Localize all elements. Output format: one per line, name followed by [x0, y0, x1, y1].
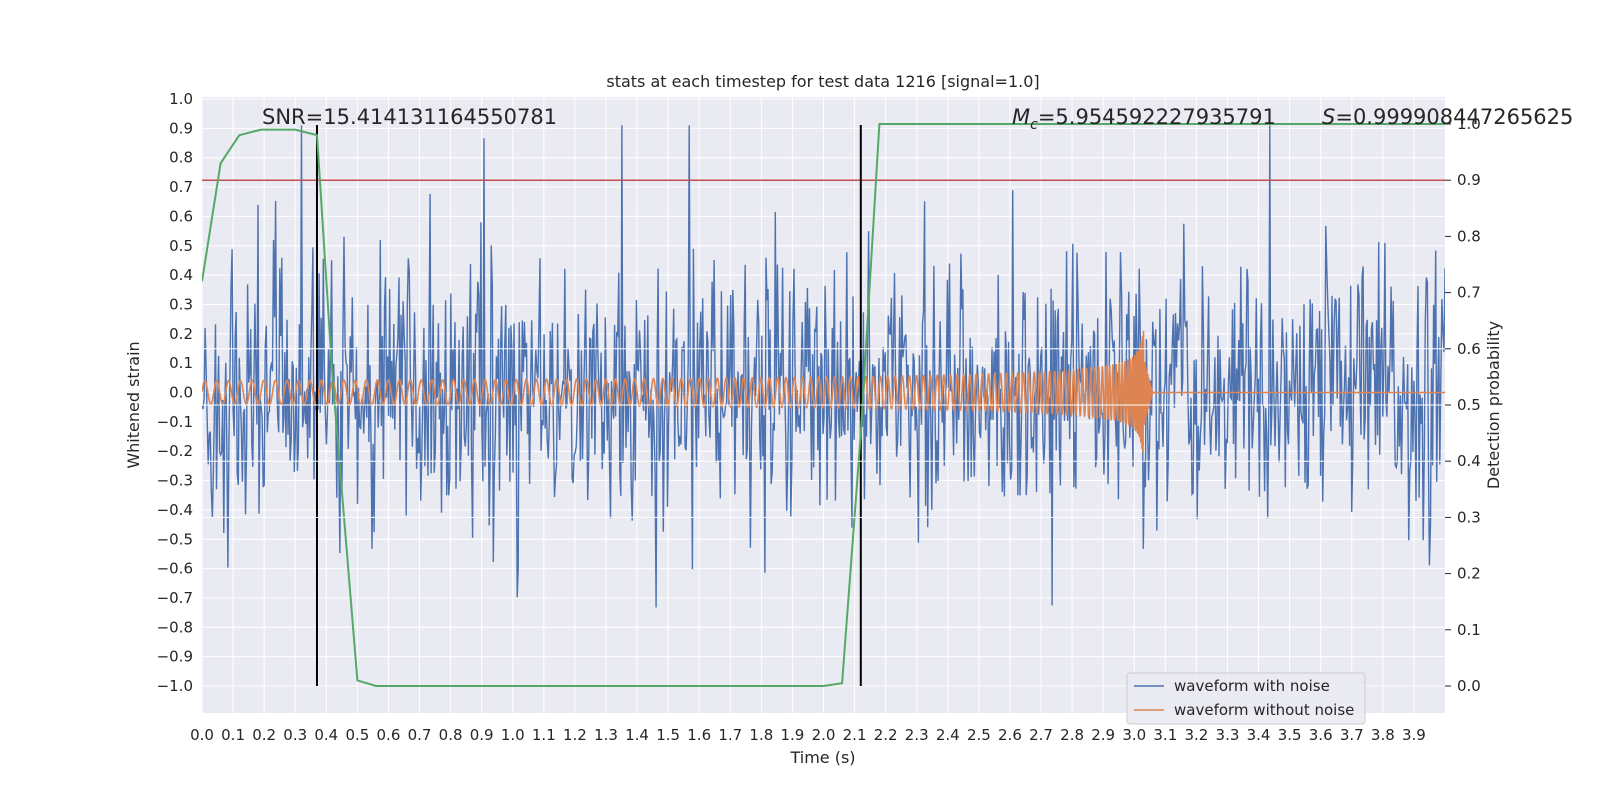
x-tick-label: 1.7: [718, 726, 742, 744]
y-tick-label: 0.7: [169, 178, 193, 196]
y-tick-label: −0.7: [157, 589, 193, 607]
x-tick-label: 0.4: [314, 726, 338, 744]
y2-tick-label: 0.8: [1457, 227, 1481, 245]
x-tick-label: 0.3: [283, 726, 307, 744]
y-tick-label: 0.5: [169, 237, 193, 255]
y-tick-label: 0.0: [169, 384, 193, 402]
series-line-waveform-with-noise: [202, 125, 1445, 608]
x-tick-label: 2.3: [905, 726, 929, 744]
y2-tick-label: 0.9: [1457, 171, 1481, 189]
y-tick-label: −0.4: [157, 501, 193, 519]
x-tick-label: 0.5: [345, 726, 369, 744]
chart-title: stats at each timestep for test data 121…: [606, 72, 1039, 91]
x-tick-label: 1.0: [501, 726, 525, 744]
y2-tick-label: 0.6: [1457, 340, 1481, 358]
y-tick-label: 0.6: [169, 207, 193, 225]
x-tick-label: 1.4: [625, 726, 649, 744]
y-tick-label: −0.6: [157, 560, 193, 578]
legend-box: [1126, 672, 1366, 725]
x-tick-label: 3.0: [1122, 726, 1146, 744]
x-tick-label: 2.9: [1091, 726, 1115, 744]
x-tick-label: 2.8: [1060, 726, 1084, 744]
legend-label-waveform-with-noise: waveform with noise: [1174, 677, 1330, 695]
x-tick-label: 3.9: [1402, 726, 1426, 744]
x-tick-label: 2.0: [812, 726, 836, 744]
score-value: =0.999908447265625: [1335, 105, 1573, 129]
y-tick-label: −0.9: [157, 648, 193, 666]
x-tick-label: 3.7: [1340, 726, 1364, 744]
x-tick-label: 1.1: [532, 726, 556, 744]
y2-tick-label: 0.4: [1457, 452, 1481, 470]
y-tick-label: 0.4: [169, 266, 193, 284]
x-tick-label: 2.7: [1029, 726, 1053, 744]
x-tick-label: 3.1: [1153, 726, 1177, 744]
y-axis-ticks: 1.0 0.9 0.8 0.7 0.6 0.5 0.4 0.3 0.2 0.1 0.0 −0.1 −0.…: [157, 90, 193, 695]
y-tick-label: 1.0: [169, 90, 193, 108]
y2-tick-label: 0.7: [1457, 284, 1481, 302]
x-tick-label: 0.2: [252, 726, 276, 744]
series-line-detection-probability: [202, 123, 1445, 687]
y2-tick-label: 0.5: [1457, 396, 1481, 414]
y2-tick-label: 0.1: [1457, 621, 1481, 639]
x-tick-label: 3.5: [1278, 726, 1302, 744]
y-tick-label: 0.8: [169, 149, 193, 167]
x-tick-label: 0.1: [221, 726, 245, 744]
chirp-mass-symbol: M: [1012, 105, 1030, 129]
x-axis-label: Time (s): [789, 748, 855, 767]
x-tick-label: 0.0: [190, 726, 214, 744]
y-tick-label: −0.3: [157, 472, 193, 490]
x-tick-label: 2.4: [936, 726, 960, 744]
x-tick-label: 3.2: [1184, 726, 1208, 744]
x-tick-label: 0.6: [377, 726, 401, 744]
right-axis-grid-lines: [202, 348, 1445, 518]
y-axis-label: Whitened strain: [124, 341, 143, 468]
y2-tick-label: 0.2: [1457, 565, 1481, 583]
legend: waveform with noise waveform without noi…: [1126, 672, 1366, 725]
y-tick-label: −1.0: [157, 677, 193, 695]
y-tick-label: 0.9: [169, 119, 193, 137]
x-tick-label: 0.8: [439, 726, 463, 744]
y-tick-label: 0.1: [169, 354, 193, 372]
snr-annotation: SNR=15.414131164550781: [262, 105, 557, 129]
x-tick-label: 3.8: [1371, 726, 1395, 744]
y-tick-label: 0.2: [169, 325, 193, 343]
y2-axis-label: Detection probability: [1484, 321, 1503, 489]
y-tick-label: −0.5: [157, 530, 193, 548]
x-tick-label: 3.4: [1247, 726, 1271, 744]
chirp-mass-subscript: c: [1030, 117, 1038, 133]
x-tick-label: 1.6: [687, 726, 711, 744]
y2-tick-label: 0.3: [1457, 508, 1481, 526]
x-tick-label: 1.3: [594, 726, 618, 744]
y-tick-label: −0.8: [157, 618, 193, 636]
chirp-mass-value: =5.954592227935791: [1038, 105, 1276, 129]
x-tick-label: 1.2: [563, 726, 587, 744]
x-tick-label: 3.6: [1309, 726, 1333, 744]
chirp-mass-annotation: Mc=5.954592227935791: [1012, 105, 1276, 133]
x-tick-label: 0.7: [408, 726, 432, 744]
y2-tick-label: 1.0: [1457, 115, 1481, 133]
y2-axis-ticks: 1.0 0.9 0.8 0.7 0.6 0.5 0.4 0.3 0.2 0.1 0.0: [1445, 115, 1481, 695]
x-tick-label: 1.8: [749, 726, 773, 744]
y-tick-label: 0.3: [169, 295, 193, 313]
score-symbol: S: [1322, 105, 1335, 129]
y-tick-label: −0.1: [157, 413, 193, 431]
y-tick-label: −0.2: [157, 442, 193, 460]
x-tick-label: 0.9: [470, 726, 494, 744]
x-tick-label: 1.5: [656, 726, 680, 744]
x-tick-label: 2.5: [967, 726, 991, 744]
x-tick-label: 2.6: [998, 726, 1022, 744]
legend-label-waveform-without-noise: waveform without noise: [1174, 701, 1354, 719]
x-tick-label: 2.1: [843, 726, 867, 744]
x-tick-label: 1.9: [780, 726, 804, 744]
x-axis-ticks: 0.0 0.1 0.2 0.3 0.4 0.5 0.6 0.7 0.8 0.9 1.0 1.1 1.2 1…: [190, 726, 1426, 744]
score-annotation: S=0.999908447265625: [1322, 105, 1573, 129]
x-tick-label: 2.2: [874, 726, 898, 744]
y2-tick-label: 0.0: [1457, 677, 1481, 695]
x-tick-label: 3.3: [1216, 726, 1240, 744]
